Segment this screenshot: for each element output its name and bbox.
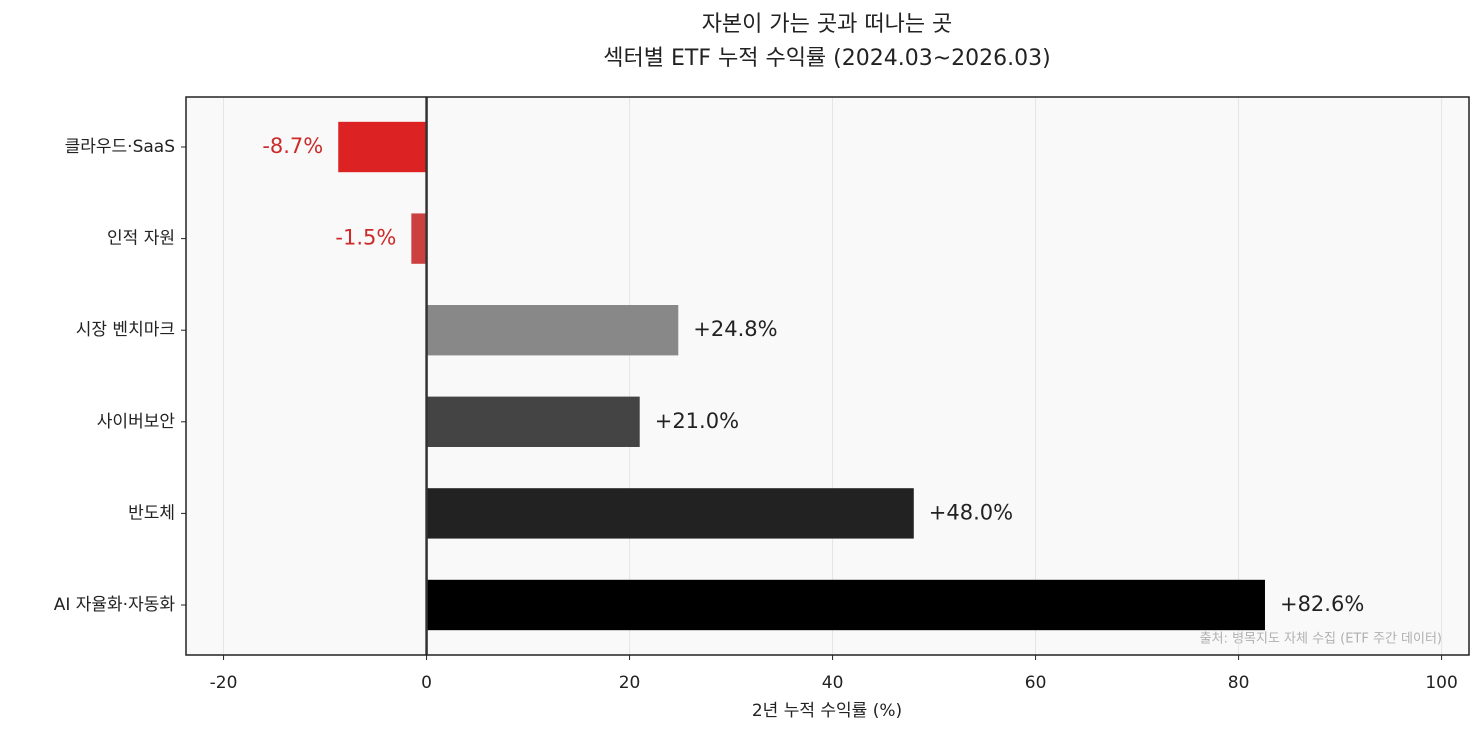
x-tick-label: 20 <box>619 673 641 693</box>
x-tick-label: 40 <box>822 673 844 693</box>
value-label: -8.7% <box>262 134 323 158</box>
value-label: -1.5% <box>335 226 396 250</box>
plot-frame <box>185 96 1470 656</box>
bar <box>426 579 1265 631</box>
bar <box>426 305 679 356</box>
y-tick-label: 클라우드·SaaS <box>65 137 175 157</box>
bar <box>338 121 427 173</box>
bar <box>426 488 914 539</box>
value-label: +82.6% <box>1280 592 1364 616</box>
x-tick-label: 100 <box>1425 673 1457 693</box>
value-label: +48.0% <box>929 500 1013 524</box>
y-tick-label: AI 자율화·자동화 <box>54 595 176 615</box>
plot-area <box>186 97 1469 655</box>
value-label: +24.8% <box>693 317 777 341</box>
y-tick-label: 반도체 <box>128 503 175 523</box>
y-tick-label: 시장 벤치마크 <box>76 320 175 340</box>
chart-subtitle: 섹터별 ETF 누적 수익률 (2024.03~2026.03) <box>603 46 1050 71</box>
x-tick-label: -20 <box>210 673 238 693</box>
x-tick-label: 60 <box>1025 673 1047 693</box>
source-note: 출처: 병목지도 자체 수집 (ETF 주간 데이터) <box>1200 632 1442 647</box>
bar <box>426 396 640 447</box>
x-tick-label: 0 <box>421 673 432 693</box>
value-label: +21.0% <box>655 409 739 433</box>
bar <box>411 213 427 264</box>
x-axis-label: 2년 누적 수익률 (%) <box>752 701 902 721</box>
chart-title: 자본이 가는 곳과 떠나는 곳 <box>702 12 953 37</box>
y-tick-label: 사이버보안 <box>97 412 176 432</box>
x-tick-label: 80 <box>1228 673 1250 693</box>
y-tick-label: 인적 자원 <box>107 229 175 249</box>
